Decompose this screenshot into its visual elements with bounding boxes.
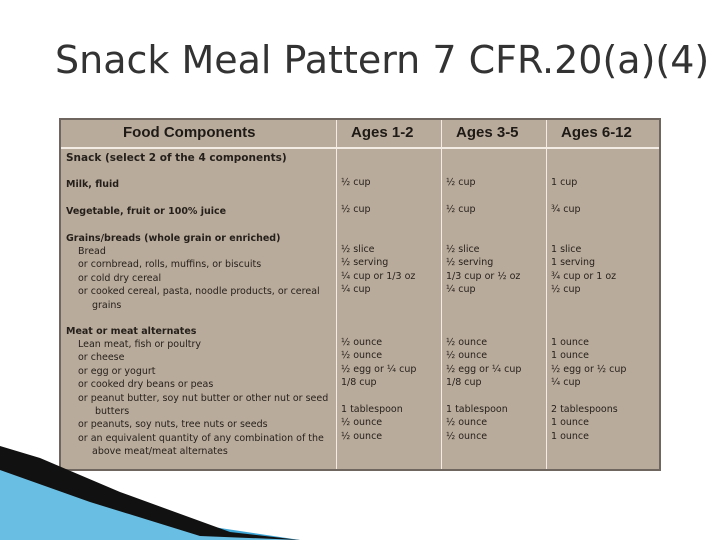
- milk-ages-3-5: ½ cup: [446, 177, 476, 188]
- veg-ages-6-12: ¾ cup: [551, 204, 581, 215]
- cell-value: ½ ounce: [446, 417, 488, 429]
- list-item: or egg or yogurt: [78, 365, 156, 377]
- cell-value: ½ egg or ¼ cup: [446, 363, 522, 375]
- list-item: or cold dry cereal: [78, 272, 162, 284]
- list-item: or peanut butter, soy nut butter or othe…: [78, 392, 329, 404]
- cell-value: 1 slice: [551, 244, 582, 255]
- meat-ages-1-2: ½ ounce ½ ounce ½ egg or ¼ cup 1/8 cup 1…: [341, 336, 416, 443]
- cell-value: 1/3 cup or ½ oz: [446, 270, 521, 282]
- list-item: or cornbread, rolls, muffins, or biscuit…: [78, 259, 262, 271]
- cell-value: 1 serving: [551, 257, 596, 269]
- list-item: above meat/meat alternates: [92, 446, 228, 458]
- list-item: or cooked cereal, pasta, noodle products…: [78, 286, 320, 298]
- column-divider: [441, 120, 442, 469]
- cell-value: 1 ounce: [551, 430, 589, 442]
- list-item: or peanuts, soy nuts, tree nuts or seeds: [78, 419, 268, 431]
- cell-value: 1 ounce: [551, 417, 589, 429]
- list-item: grains: [92, 299, 122, 311]
- column-divider: [546, 120, 547, 469]
- cell-value: 1/8 cup: [446, 377, 482, 389]
- cell-value: ½ ounce: [446, 350, 488, 362]
- cell-value: ½ ounce: [341, 417, 383, 429]
- cell-value: ½ slice: [341, 244, 375, 255]
- grains-items: Bread or cornbread, rolls, muffins, or b…: [66, 245, 320, 312]
- cell-value: ¼ cup: [341, 284, 371, 296]
- header-ages-3-5: Ages 3-5: [456, 124, 519, 141]
- grains-label: Grains/breads (whole grain or enriched): [66, 233, 281, 244]
- veg-label: Vegetable, fruit or 100% juice: [66, 206, 227, 217]
- grains-ages-3-5: ½ slice ½ serving 1/3 cup or ½ oz ¼ cup: [446, 243, 520, 297]
- milk-ages-1-2: ½ cup: [341, 177, 371, 188]
- meal-pattern-table: Food Components Ages 1-2 Ages 3-5 Ages 6…: [59, 118, 661, 471]
- cell-value: 1/8 cup: [341, 377, 377, 389]
- header-food-components: Food Components: [123, 124, 256, 141]
- cell-value: ½ ounce: [341, 350, 383, 362]
- cell-value: ½ ounce: [341, 337, 383, 348]
- cell-value: ¼ cup or 1/3 oz: [341, 270, 416, 282]
- cell-value: ¼ cup: [551, 377, 581, 389]
- meat-items: Lean meat, fish or poultry or cheese or …: [66, 338, 328, 459]
- cell-value: 1 tablespoon: [446, 404, 508, 416]
- meat-label: Meat or meat alternates: [66, 326, 197, 337]
- column-divider: [336, 120, 337, 469]
- cell-value: ¾ cup or 1 oz: [551, 270, 617, 282]
- cell-value: [446, 390, 521, 403]
- list-item: or cheese: [78, 352, 125, 364]
- slide-title: Snack Meal Pattern 7 CFR.20(a)(4): [55, 38, 710, 82]
- cell-value: ½ ounce: [341, 430, 383, 442]
- cell-value: ½ egg or ¼ cup: [341, 363, 417, 375]
- meat-ages-6-12: 1 ounce 1 ounce ½ egg or ½ cup ¼ cup 2 t…: [551, 336, 626, 443]
- header-ages-6-12: Ages 6-12: [561, 124, 632, 141]
- cell-value: ½ egg or ½ cup: [551, 363, 627, 375]
- header-ages-1-2: Ages 1-2: [351, 124, 414, 141]
- list-item: or an equivalent quantity of any combina…: [78, 432, 324, 444]
- cell-value: 1 tablespoon: [341, 404, 403, 416]
- veg-ages-3-5: ½ cup: [446, 204, 476, 215]
- cell-value: [551, 390, 626, 403]
- milk-ages-6-12: 1 cup: [551, 177, 578, 188]
- list-item: Lean meat, fish or poultry: [78, 339, 201, 350]
- grains-ages-1-2: ½ slice ½ serving ¼ cup or 1/3 oz ¼ cup: [341, 243, 415, 297]
- veg-ages-1-2: ½ cup: [341, 204, 371, 215]
- list-item: or cooked dry beans or peas: [78, 379, 214, 391]
- milk-label: Milk, fluid: [66, 179, 120, 190]
- cell-value: ½ serving: [446, 257, 494, 269]
- list-item: Bread: [78, 246, 106, 257]
- decorative-swoosh: [0, 446, 300, 540]
- grains-ages-6-12: 1 slice 1 serving ¾ cup or 1 oz ½ cup: [551, 243, 616, 297]
- cell-value: ½ cup: [551, 284, 581, 296]
- cell-value: 1 ounce: [551, 337, 589, 348]
- cell-value: ½ serving: [341, 257, 389, 269]
- cell-value: ½ ounce: [446, 337, 488, 348]
- header-divider: [61, 147, 659, 149]
- cell-value: ½ slice: [446, 244, 480, 255]
- cell-value: ½ ounce: [446, 430, 488, 442]
- swoosh-light-blue: [0, 462, 300, 540]
- meat-ages-3-5: ½ ounce ½ ounce ½ egg or ¼ cup 1/8 cup 1…: [446, 336, 521, 443]
- list-item: butters: [95, 406, 130, 418]
- cell-value: 1 ounce: [551, 350, 589, 362]
- cell-value: ¼ cup: [446, 284, 476, 296]
- cell-value: 2 tablespoons: [551, 404, 618, 416]
- cell-value: [341, 390, 416, 403]
- swoosh-black: [0, 446, 300, 540]
- section-title: Snack (select 2 of the 4 components): [66, 152, 287, 164]
